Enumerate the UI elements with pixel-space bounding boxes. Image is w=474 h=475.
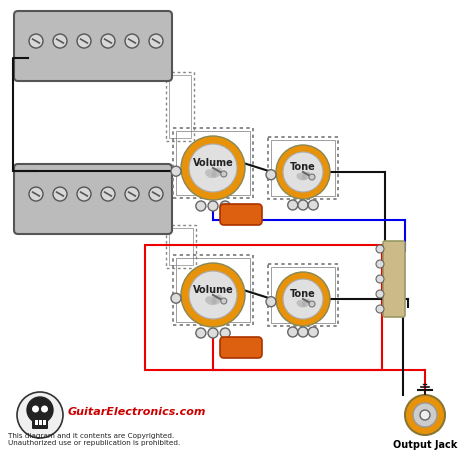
Ellipse shape (205, 169, 217, 178)
Circle shape (221, 298, 227, 304)
Circle shape (298, 200, 308, 210)
Text: GuitarElectronics.com: GuitarElectronics.com (68, 407, 207, 417)
FancyBboxPatch shape (383, 241, 405, 317)
Circle shape (266, 170, 276, 180)
Bar (145, 245, 382, 370)
Circle shape (283, 152, 323, 192)
Circle shape (308, 200, 318, 210)
Circle shape (181, 136, 245, 200)
Circle shape (309, 301, 315, 307)
Bar (166, 225, 196, 268)
Circle shape (220, 201, 230, 211)
Circle shape (413, 403, 437, 427)
Circle shape (376, 305, 384, 313)
Circle shape (77, 34, 91, 48)
Circle shape (308, 327, 318, 337)
Circle shape (376, 245, 384, 253)
Bar (43, 420, 46, 425)
Circle shape (196, 328, 206, 338)
Bar (169, 75, 191, 138)
Circle shape (53, 187, 67, 201)
Circle shape (17, 392, 63, 438)
Circle shape (276, 272, 330, 326)
Bar (271, 267, 335, 323)
Circle shape (189, 271, 237, 319)
Circle shape (29, 34, 43, 48)
Circle shape (220, 328, 230, 338)
Ellipse shape (205, 296, 217, 305)
Circle shape (53, 34, 67, 48)
Text: This diagram and it contents are Copyrighted.
Unauthorized use or republication : This diagram and it contents are Copyrig… (8, 433, 180, 446)
Ellipse shape (302, 299, 310, 307)
Bar (268, 137, 338, 199)
Circle shape (309, 174, 315, 180)
Bar (176, 131, 250, 195)
Circle shape (149, 34, 163, 48)
Ellipse shape (296, 300, 306, 307)
Circle shape (288, 200, 298, 210)
Circle shape (405, 395, 445, 435)
Circle shape (208, 328, 218, 338)
Circle shape (376, 290, 384, 298)
Circle shape (29, 187, 43, 201)
Circle shape (181, 263, 245, 327)
Circle shape (77, 187, 91, 201)
Text: Output Jack: Output Jack (393, 440, 457, 450)
FancyBboxPatch shape (220, 204, 262, 225)
Circle shape (101, 187, 115, 201)
Circle shape (32, 406, 39, 412)
Circle shape (41, 406, 48, 412)
Text: Tone: Tone (290, 162, 316, 172)
Bar (176, 258, 250, 323)
Circle shape (196, 201, 206, 211)
Text: Volume: Volume (192, 158, 233, 168)
Text: Tone: Tone (290, 289, 316, 299)
Circle shape (171, 293, 181, 303)
Circle shape (171, 166, 181, 176)
FancyBboxPatch shape (220, 337, 262, 358)
Text: Volume: Volume (192, 285, 233, 295)
Circle shape (283, 279, 323, 319)
Circle shape (189, 144, 237, 192)
Ellipse shape (302, 171, 310, 180)
Circle shape (125, 34, 139, 48)
Ellipse shape (296, 173, 306, 180)
Bar (39, 420, 42, 425)
Bar (166, 72, 194, 141)
Bar (271, 140, 335, 196)
Bar (173, 128, 253, 199)
Circle shape (27, 397, 53, 423)
FancyBboxPatch shape (32, 419, 48, 429)
FancyBboxPatch shape (14, 164, 172, 234)
Bar (173, 255, 253, 325)
Circle shape (221, 171, 227, 177)
Ellipse shape (211, 168, 222, 178)
Circle shape (266, 297, 276, 307)
Bar (268, 264, 338, 326)
Circle shape (376, 275, 384, 283)
Circle shape (101, 34, 115, 48)
Circle shape (298, 327, 308, 337)
Ellipse shape (211, 294, 222, 304)
Circle shape (376, 260, 384, 268)
Bar (169, 228, 193, 265)
Circle shape (208, 201, 218, 211)
Circle shape (276, 145, 330, 199)
Bar (35, 420, 38, 425)
Circle shape (420, 410, 430, 420)
Circle shape (149, 187, 163, 201)
Circle shape (125, 187, 139, 201)
Circle shape (288, 327, 298, 337)
FancyBboxPatch shape (14, 11, 172, 81)
